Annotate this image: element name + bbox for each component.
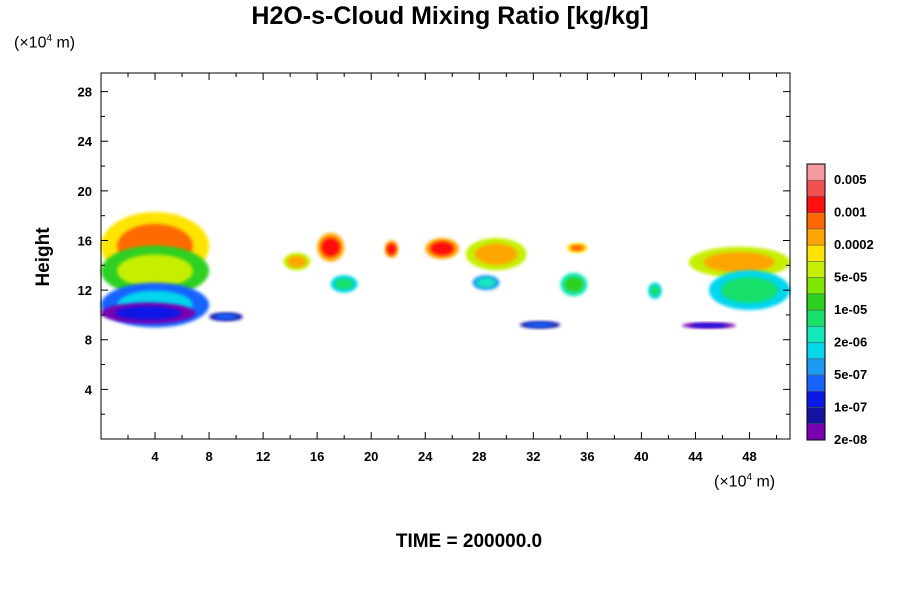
cloud-region-core-13: [564, 276, 584, 293]
colorbar-label: 0.005: [834, 172, 867, 187]
x-tick-label: 44: [688, 449, 703, 464]
x-tick-label: 32: [526, 449, 540, 464]
plot-frame: [100, 72, 791, 440]
cloud-region-core-14: [570, 244, 585, 252]
colorbar-swatch: [806, 261, 826, 278]
colorbar-label: 0.0002: [834, 237, 874, 252]
x-tick-label: 16: [310, 449, 324, 464]
cloud-region-core-3: [115, 306, 182, 320]
colorbar-frame: [806, 163, 826, 441]
x-tick-label: 12: [256, 449, 270, 464]
cloud-region-core-1: [117, 254, 193, 288]
y-unit-label: (×104 m): [14, 33, 75, 52]
colorbar-swatch: [806, 407, 826, 425]
cloud-region-core-17: [703, 252, 775, 273]
colorbar: 0.005 0.001 0.0002 5e-05 1e-05 2e-06 5e-07 1e-0…: [806, 163, 874, 447]
colorbar-swatch: [806, 374, 826, 392]
cloud-region-core-18: [721, 277, 778, 304]
y-unit-suffix: m): [52, 34, 76, 52]
y-unit-exponent: 4: [46, 33, 53, 44]
x-tick-label: 36: [580, 449, 594, 464]
y-tick-label: 28: [78, 85, 92, 100]
colorbar-label: 2e-08: [834, 432, 867, 447]
cloud-region-core-5: [287, 255, 307, 268]
colorbar-label: 0.001: [834, 205, 867, 220]
colorbar-label: 5e-07: [834, 367, 867, 382]
x-tick-label: 4: [151, 449, 159, 464]
colorbar-swatch: [806, 277, 826, 295]
cloud-region-core-16: [690, 323, 728, 328]
colorbar-swatch: [806, 196, 826, 213]
colorbar-swatch: [806, 358, 826, 376]
y-tick-label: 24: [78, 134, 93, 149]
x-tick-label: 20: [364, 449, 378, 464]
cloud-region-core-10: [474, 243, 518, 265]
y-tick-label: 20: [78, 184, 92, 199]
y-unit-prefix: (×10: [14, 34, 47, 52]
x-tick-label: 28: [472, 449, 486, 464]
cloud-region-core-6: [321, 238, 341, 257]
colorbar-label: 5e-05: [834, 270, 867, 285]
y-tick-label: 4: [85, 382, 93, 397]
x-unit-exponent: 4: [746, 472, 753, 483]
colorbar-swatch: [806, 293, 826, 311]
x-unit-label: (×104 m): [714, 472, 775, 491]
x-tick-label: 40: [634, 449, 648, 464]
colorbar-swatch: [806, 163, 826, 181]
colorbar-label: 2e-06: [834, 335, 867, 350]
y-tick-label: 12: [78, 283, 92, 298]
x-tick-label: 8: [205, 449, 212, 464]
y-tick-label: 16: [78, 233, 92, 248]
colorbar-swatch: [806, 423, 826, 441]
colorbar-swatch: [806, 342, 826, 360]
y-axis-ticks: 4 8 12 16 20 24 28: [78, 85, 790, 415]
x-tick-label: 24: [418, 449, 433, 464]
cloud-region-core-7: [334, 278, 354, 290]
colorbar-swatch: [806, 326, 826, 343]
colorbar-swatch: [806, 391, 826, 408]
x-axis-ticks: 4 8 12 16 20 24 28 32 36 40 44 48: [127, 73, 777, 464]
cloud-region-core-9: [430, 241, 454, 256]
cloud-region-core-4: [214, 313, 238, 320]
colorbar-label: 1e-05: [834, 302, 867, 317]
y-tick-label: 8: [85, 333, 92, 348]
cloud-region-core-12: [525, 322, 555, 328]
colorbar-swatch: [806, 212, 826, 230]
cloud-region-core-8: [386, 243, 397, 255]
x-unit-prefix: (×10: [714, 473, 747, 491]
x-unit-suffix: m): [752, 473, 776, 491]
cloud-regions: [101, 211, 791, 329]
colorbar-swatch: [806, 244, 826, 262]
chart-title: H2O-s-Cloud Mixing Ratio [kg/kg]: [251, 2, 649, 30]
colorbar-swatch: [806, 179, 826, 197]
cloud-region-core-11: [476, 277, 496, 288]
colorbar-swatch: [806, 228, 826, 246]
time-label: TIME = 200000.0: [395, 531, 543, 552]
colorbar-swatch: [806, 309, 826, 327]
x-tick-label: 48: [742, 449, 756, 464]
colorbar-label: 1e-07: [834, 400, 867, 415]
cloud-region-core-15: [650, 285, 660, 296]
